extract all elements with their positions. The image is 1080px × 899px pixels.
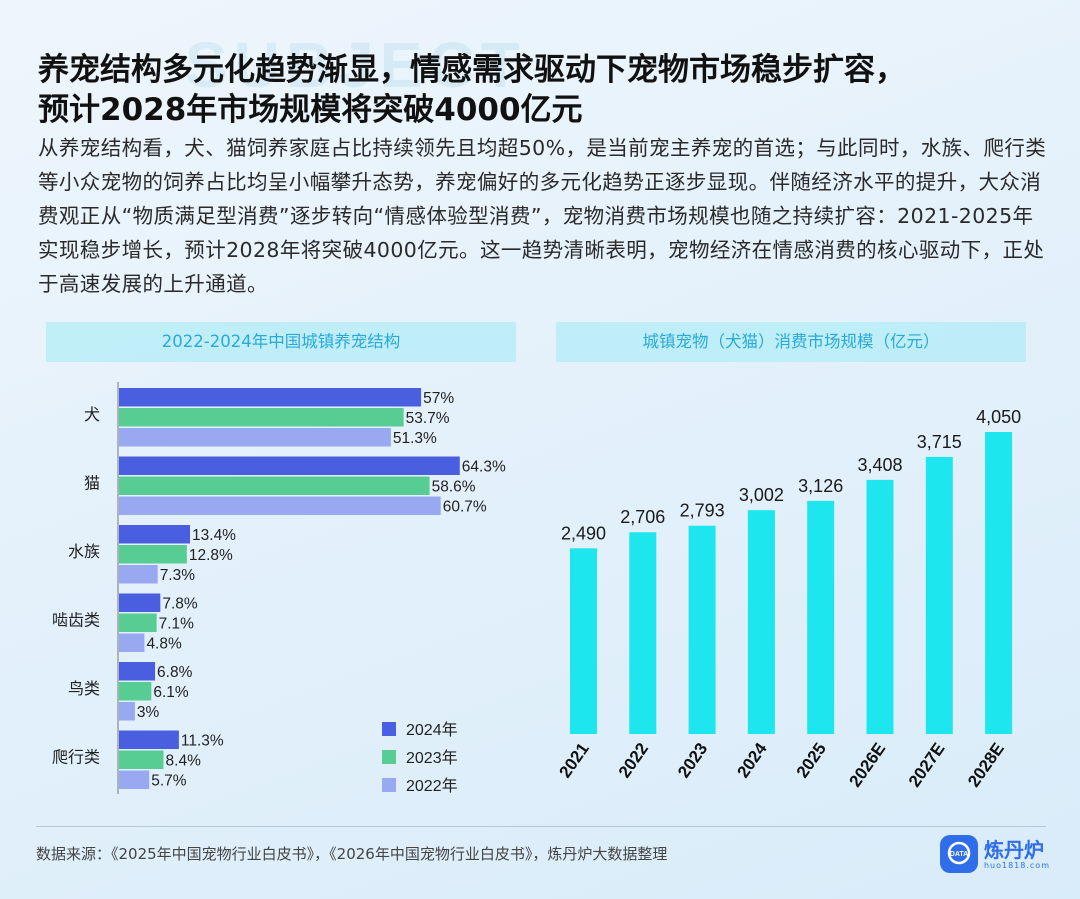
bar-3 [747,510,775,734]
logo-badge-text: DATA [950,851,968,858]
logo-badge-icon: DATA [939,835,978,873]
bar-0-0 [119,388,422,407]
legend-swatch-1 [382,750,396,764]
legend-swatch-0 [382,722,396,736]
bar-value-label-3-1: 7.1% [159,616,195,633]
bar-value-label-0: 2,490 [561,523,606,543]
bar-value-label-4-2: 3% [137,704,160,721]
legend-label-1: 2023年 [406,749,458,767]
bar-value-label-2: 2,793 [680,501,725,521]
bar-3-0 [119,593,161,612]
title-line-2: 预计2028年市场规模将突破4000亿元 [38,92,583,128]
legend-swatch-2 [382,778,396,792]
bar-value-label-1-0: 64.3% [462,459,506,476]
bar-value-label-4: 3,126 [798,476,843,496]
bar-2-2 [119,565,158,584]
bar-value-label-1-1: 58.6% [432,479,476,496]
bar-value-label-0-1: 53.7% [406,410,450,427]
bar-value-label-5-1: 8.4% [166,753,202,770]
bar-5 [866,479,894,734]
footer-divider [36,826,1046,827]
x-tick-label-0: 2021 [556,739,593,781]
bar-0-1 [119,408,404,427]
bar-1-2 [119,496,441,515]
bar-3-2 [119,633,145,652]
bar-4-0 [119,662,156,681]
bar-value-label-3-2: 4.8% [146,636,182,653]
bar-value-label-3-0: 7.8% [162,596,198,613]
x-tick-label-4: 2025 [793,739,830,781]
bar-value-label-1: 2,706 [620,507,665,527]
bar-5-1 [119,750,164,769]
bar-1-0 [119,456,460,475]
bar-value-label-1-2: 60.7% [443,499,487,516]
bar-4-1 [119,682,152,701]
x-tick-label-5: 2026E [846,739,890,790]
bar-value-label-2-2: 7.3% [160,567,196,584]
legend-label-0: 2024年 [406,721,458,739]
left-chart-title: 2022-2024年中国城镇养宠结构 [46,322,516,362]
x-tick-label-1: 2022 [615,739,652,781]
bar-1-1 [119,476,430,495]
logo-name: 炼丹炉 [983,837,1044,862]
right-chart-title: 城镇宠物（犬猫）消费市场规模（亿元） [556,322,1026,362]
category-label-5: 爬行类 [52,749,100,767]
x-tick-label-6: 2027E [905,739,949,790]
bar-value-label-6: 3,715 [917,432,962,452]
x-tick-label-3: 2024 [733,739,771,781]
bar-value-label-2-1: 12.8% [189,547,233,564]
bar-7 [985,432,1013,734]
category-label-3: 啮齿类 [52,612,100,630]
bar-0 [570,548,597,734]
bar-5-0 [119,730,179,749]
bar-6 [925,456,953,734]
bar-value-label-4-0: 6.8% [157,664,193,681]
bar-2 [688,525,716,734]
bar-2-0 [119,525,191,544]
bar-value-label-3: 3,002 [739,485,784,505]
intro-paragraph: 从养宠结构看，犬、猫饲养家庭占比持续领先且均超50%，是当前宠主养宠的首选；与此… [38,136,1047,296]
bar-value-label-5-2: 5.7% [151,773,187,790]
bar-value-label-5: 3,408 [857,455,902,475]
data-source: 数据来源：《2025年中国宠物行业白皮书》，《2026年中国宠物行业白皮书》，炼… [36,845,668,863]
bar-value-label-7: 4,050 [976,407,1021,427]
legend-label-2: 2022年 [406,777,458,795]
bar-1 [629,532,657,734]
page-title: 养宠结构多元化趋势渐显，情感需求驱动下宠物市场稳步扩容， 预计2028年市场规模… [38,50,1048,130]
market-size-chart: 2,490 2021 2,706 2022 2,793 2023 3,002 2024 3,12… [556,407,1022,791]
bar-value-label-0-2: 51.3% [393,430,437,447]
bar-4 [807,500,835,734]
category-label-2: 水族 [68,543,100,561]
bar-0-2 [119,428,391,447]
bar-value-label-4-1: 6.1% [153,684,189,701]
category-label-1: 猫 [84,475,100,493]
logo-url: huo1818.com [983,860,1050,870]
bar-3-1 [119,613,157,632]
brand-logo: DATA 炼丹炉 huo1818.com [939,835,1050,873]
bar-5-2 [119,770,150,789]
x-tick-label-2: 2023 [674,739,711,781]
category-label-4: 鸟类 [68,680,100,698]
bar-2-1 [119,545,187,564]
bar-value-label-0-0: 57% [423,390,454,407]
pet-structure-chart: 犬 57% 53.7% 51.3% 猫 64.3% 58.6% 60.7% 水族 13.4% 12.… [52,382,506,795]
x-tick-label-7: 2028E [964,739,1008,790]
bar-4-2 [119,702,135,721]
bar-value-label-5-0: 11.3% [181,733,224,750]
bar-value-label-2-0: 13.4% [192,527,236,544]
watermark-text: SUBJECT [185,29,526,101]
title-line-1: 养宠结构多元化趋势渐显，情感需求驱动下宠物市场稳步扩容， [38,52,906,88]
category-label-0: 犬 [84,406,100,424]
